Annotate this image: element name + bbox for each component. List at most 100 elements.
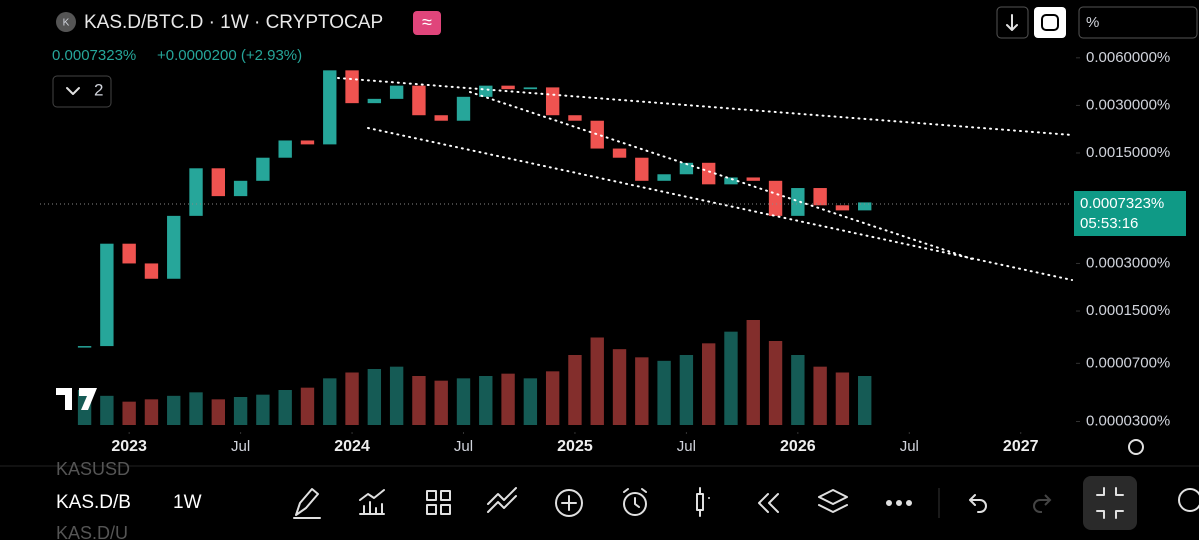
scale-label: % (1086, 14, 1099, 31)
y-tick-label: 0.0030000% (1086, 96, 1170, 113)
volume-bar (389, 366, 404, 425)
volume-bar (746, 320, 760, 425)
candle (345, 70, 359, 104)
candle (791, 188, 805, 216)
fullscreen-button[interactable] (1083, 476, 1137, 530)
alert-icon[interactable] (623, 492, 647, 516)
volume-bar (501, 373, 515, 425)
candle (701, 162, 716, 185)
x-tick-label: Jul (454, 438, 473, 455)
volume-bar (835, 372, 850, 425)
layers-icon[interactable] (818, 489, 848, 513)
indicators-toggle[interactable] (52, 75, 112, 108)
next-symbol[interactable]: KAS.D/U (56, 523, 128, 540)
symbol-title: KAS.D/BTC.D · 1W · CRYPTOCAP (84, 12, 383, 33)
volume-bar (858, 376, 872, 425)
candle (389, 85, 404, 99)
candle (189, 168, 203, 216)
candle (122, 243, 136, 264)
toolbar-symbol[interactable]: KAS.D/B (56, 492, 131, 513)
volume-bar (791, 355, 805, 425)
candle (679, 162, 694, 175)
candle (412, 85, 426, 116)
volume-bar (568, 355, 582, 425)
logo-shape (56, 388, 97, 410)
candle (768, 180, 783, 216)
candle (434, 115, 448, 121)
candle (813, 188, 827, 206)
candle (367, 98, 382, 104)
volume-bar (300, 387, 315, 425)
volume-bar (122, 401, 136, 425)
candle (501, 85, 515, 90)
volume-bar (768, 341, 783, 425)
indicators-icon[interactable] (359, 489, 385, 515)
replay-icon[interactable] (758, 493, 779, 513)
volume-bar (323, 378, 337, 425)
add-icon[interactable] (555, 489, 583, 517)
prev-symbol[interactable]: KASUSD (56, 459, 130, 479)
y-tick-label: 0.0000300% (1086, 412, 1170, 429)
price-tag-countdown: 05:53:16 (1080, 215, 1138, 232)
indicators-count: 2 (94, 80, 103, 99)
candle (657, 174, 671, 181)
volume-bar (635, 357, 649, 425)
volume-bar (612, 349, 627, 425)
tv-logo (56, 388, 97, 410)
volume-bar (367, 369, 382, 425)
volume-bar (590, 337, 604, 425)
candle (144, 263, 159, 279)
trend-line-upper (337, 77, 1073, 136)
volume-bar (657, 360, 671, 425)
draw-icon[interactable] (293, 488, 321, 519)
candle (746, 177, 760, 181)
candle (233, 180, 248, 197)
zoom-icon[interactable] (1178, 488, 1199, 512)
redo-icon[interactable] (1033, 494, 1052, 513)
toggle-icon (1041, 14, 1059, 31)
chevron (66, 87, 80, 95)
source-badge (413, 11, 441, 35)
volume-bar (256, 394, 270, 425)
volume-bar (100, 395, 114, 425)
settings-icon[interactable] (1128, 439, 1144, 455)
scale-button[interactable] (1078, 6, 1198, 39)
plot: 0.0060000% 0.0030000% 0.0015000% 0.0003000%… (77, 49, 1170, 455)
price-tag-value: 0.0007323% (1080, 195, 1164, 212)
volume-bar (679, 355, 694, 425)
candle (590, 120, 604, 149)
undo-icon[interactable] (969, 494, 987, 513)
volume-bar (523, 378, 538, 425)
compare-icon[interactable] (487, 487, 517, 513)
candle (858, 202, 872, 211)
x-tick-label: 2025 (557, 438, 593, 455)
toggle-button[interactable] (1034, 7, 1066, 38)
symbol-icon-letter: K (63, 18, 70, 29)
symbol-icon (56, 12, 76, 32)
add-plus (561, 495, 577, 511)
toolbar-interval[interactable]: 1W (173, 492, 202, 513)
y-tick-label: 0.0015000% (1086, 144, 1170, 161)
x-tick-label: Jul (231, 438, 250, 455)
candle (479, 85, 493, 97)
badge-icon: ≈ (422, 12, 432, 32)
candle (167, 215, 181, 279)
alert-hands (623, 488, 647, 508)
price-change: +0.0000200 (+2.93%) (157, 47, 302, 64)
candle (300, 140, 315, 145)
volume-bar (233, 397, 248, 425)
volume-bar (479, 376, 493, 425)
candle-icon[interactable] (696, 487, 710, 517)
y-tick-label: 0.0001500% (1086, 302, 1170, 319)
y-tick-label: 0.0060000% (1086, 49, 1170, 66)
volume-bar (211, 399, 226, 425)
candle (77, 346, 92, 348)
volume-bar (724, 331, 738, 425)
x-tick-label: Jul (677, 438, 696, 455)
layout-icon[interactable] (426, 490, 451, 515)
price-tag (1074, 191, 1186, 236)
volume-bar (545, 371, 560, 425)
y-tick-label: 0.0003000% (1086, 254, 1170, 271)
